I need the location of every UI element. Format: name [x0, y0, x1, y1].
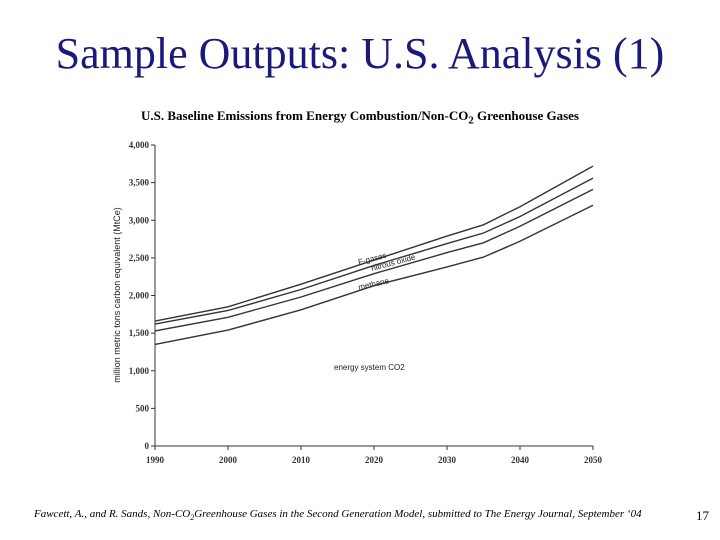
- x-tick-label: 2000: [219, 455, 238, 465]
- chart-title-main: U.S. Baseline Emissions from Energy Comb…: [141, 108, 469, 123]
- citation-part2: Greenhouse Gases in the Second Generatio…: [194, 508, 642, 520]
- slide-number: 17: [696, 508, 709, 523]
- series-lines: [154, 165, 594, 346]
- y-tick-label: 3,000: [129, 215, 150, 225]
- y-tick-label: 500: [136, 403, 150, 413]
- footer-citation: Fawcett, A., and R. Sands, Non-CO2Greenh…: [34, 508, 642, 522]
- y-tick-label: 4,000: [129, 140, 150, 150]
- x-tick-label: 2040: [511, 455, 530, 465]
- annotation-energy-co2: energy system CO2: [334, 363, 405, 372]
- chart-title: U.S. Baseline Emissions from Energy Comb…: [0, 108, 720, 127]
- series-line-3: [154, 165, 594, 322]
- y-axis-label: million metric tons carbon equivalent (M…: [112, 207, 122, 383]
- citation-subscript: 2: [190, 513, 195, 523]
- citation-part1: Fawcett, A., and R. Sands, Non-CO: [34, 508, 191, 520]
- x-tick-label: 1990: [146, 455, 165, 465]
- chart-title-end: Greenhouse Gases: [473, 108, 579, 123]
- y-tick-label: 1,000: [129, 366, 150, 376]
- x-tick-label: 2050: [584, 455, 603, 465]
- y-ticks: 0 500 1,000 1,500 2,000 2,500 3,000 3,500 4,000: [129, 140, 155, 451]
- slide-title: Sample Outputs: U.S. Analysis (1): [55, 29, 665, 78]
- y-tick-label: 0: [145, 441, 150, 451]
- y-tick-label: 1,500: [129, 328, 150, 338]
- series-line-2: [154, 177, 594, 325]
- series-line-0: [154, 204, 594, 346]
- x-tick-label: 2030: [438, 455, 457, 465]
- series-line-1: [154, 188, 594, 332]
- y-tick-label: 2,000: [129, 291, 150, 301]
- y-tick-label: 2,500: [129, 253, 150, 263]
- chart-title-subscript: 2: [468, 114, 474, 127]
- x-ticks: 1990 2000 2010 2020 2030 2040 2050: [146, 446, 603, 465]
- x-tick-label: 2010: [292, 455, 311, 465]
- x-tick-label: 2020: [365, 455, 384, 465]
- annotation-methane: methane: [357, 276, 390, 292]
- y-tick-label: 3,500: [129, 178, 150, 188]
